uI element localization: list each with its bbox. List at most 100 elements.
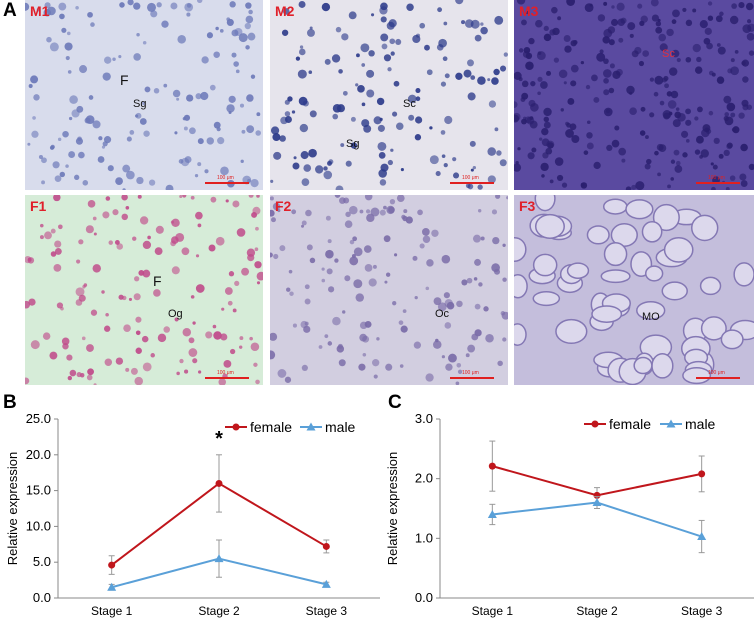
- cell-mark: [600, 269, 631, 284]
- cell-mark: [179, 195, 183, 199]
- cell-mark: [78, 294, 86, 302]
- cell-mark: [667, 184, 671, 189]
- data-point-female: [322, 542, 330, 550]
- cell-mark: [603, 1, 608, 6]
- cell-mark: [195, 93, 202, 100]
- cell-mark: [84, 117, 91, 124]
- cell-mark: [279, 245, 286, 252]
- cell-mark: [137, 195, 142, 199]
- cell-mark: [76, 105, 84, 113]
- cell-mark: [228, 95, 236, 103]
- cell-mark: [627, 22, 636, 31]
- cell-mark: [245, 15, 254, 24]
- cell-mark: [637, 3, 643, 9]
- cell-mark: [182, 195, 187, 198]
- cell-mark: [376, 97, 385, 106]
- cell-mark: [142, 41, 147, 45]
- cell-mark: [215, 236, 225, 246]
- cell-mark: [188, 337, 195, 344]
- cell-mark: [699, 20, 708, 29]
- cell-mark: [142, 362, 152, 372]
- cell-mark: [602, 198, 628, 215]
- cell-mark: [446, 301, 455, 310]
- cell-mark: [558, 69, 568, 79]
- cell-mark: [92, 264, 101, 273]
- cell-mark: [740, 180, 748, 187]
- cell-mark: [123, 324, 131, 332]
- cell-mark: [398, 320, 404, 325]
- cell-mark: [254, 261, 262, 269]
- cell-mark: [388, 206, 395, 214]
- cell-mark: [580, 60, 585, 65]
- cell-mark: [352, 236, 358, 242]
- cell-mark: [87, 11, 93, 18]
- cell-mark: [514, 236, 527, 262]
- cell-mark: [541, 127, 549, 136]
- cell-mark: [389, 199, 396, 205]
- cell-mark: [60, 306, 64, 311]
- cell-mark: [325, 249, 334, 259]
- cell-mark: [349, 256, 359, 266]
- cell-mark: [692, 43, 701, 53]
- cell-mark: [631, 184, 637, 190]
- micrograph-m3: M3 Sc 100 μm: [514, 0, 754, 190]
- cell-mark: [380, 33, 389, 42]
- cell-mark: [499, 65, 507, 72]
- cell-mark: [528, 37, 535, 45]
- cell-mark: [724, 112, 730, 117]
- cell-mark: [172, 89, 181, 98]
- y-tick-label: 0.0: [415, 590, 433, 605]
- cell-mark: [38, 155, 43, 160]
- scale-bar: [450, 377, 494, 379]
- cell-mark: [437, 302, 447, 312]
- cell-mark: [525, 61, 534, 71]
- cell-mark: [603, 107, 613, 117]
- cell-mark: [463, 69, 472, 78]
- cell-mark: [385, 363, 393, 371]
- cell-mark: [105, 313, 109, 317]
- cell-mark: [474, 258, 482, 266]
- cell-mark: [195, 211, 203, 220]
- cell-mark: [527, 152, 535, 160]
- x-tick-label: Stage 3: [681, 604, 723, 618]
- cell-mark: [480, 26, 488, 35]
- cell-mark: [396, 195, 405, 203]
- cell-mark: [239, 336, 244, 341]
- cell-mark: [480, 236, 485, 241]
- x-tick-label: Stage 2: [198, 604, 240, 618]
- cell-mark: [209, 84, 216, 91]
- cell-mark: [384, 280, 388, 284]
- cell-mark: [387, 67, 392, 72]
- cell-mark: [748, 163, 754, 171]
- cell-mark: [603, 242, 628, 267]
- cell-mark: [641, 220, 663, 243]
- cell-mark: [98, 136, 103, 141]
- cell-mark: [400, 168, 404, 172]
- cell-mark: [682, 7, 687, 12]
- y-tick-label: 15.0: [26, 483, 51, 498]
- cell-mark: [344, 275, 351, 282]
- cell-mark: [659, 100, 665, 106]
- cell-mark: [68, 116, 73, 121]
- cell-mark: [697, 106, 703, 113]
- structure-annotation: Oc: [435, 308, 450, 320]
- cell-mark: [59, 13, 65, 20]
- cell-mark: [556, 174, 564, 182]
- cell-mark: [115, 177, 123, 185]
- cell-mark: [200, 91, 209, 101]
- cell-mark: [153, 88, 160, 94]
- cell-mark: [335, 26, 342, 33]
- legend-marker-female: [591, 420, 599, 428]
- tissue-texture: [270, 195, 508, 385]
- cell-mark: [87, 368, 94, 376]
- cell-mark: [69, 95, 78, 104]
- cell-mark: [470, 75, 476, 80]
- cell-mark: [433, 297, 442, 306]
- cell-mark: [283, 8, 290, 15]
- cell-mark: [142, 101, 146, 106]
- cell-mark: [299, 45, 304, 49]
- cell-mark: [327, 341, 333, 346]
- cell-mark: [640, 106, 646, 112]
- cell-mark: [456, 300, 463, 308]
- cell-mark: [616, 68, 623, 76]
